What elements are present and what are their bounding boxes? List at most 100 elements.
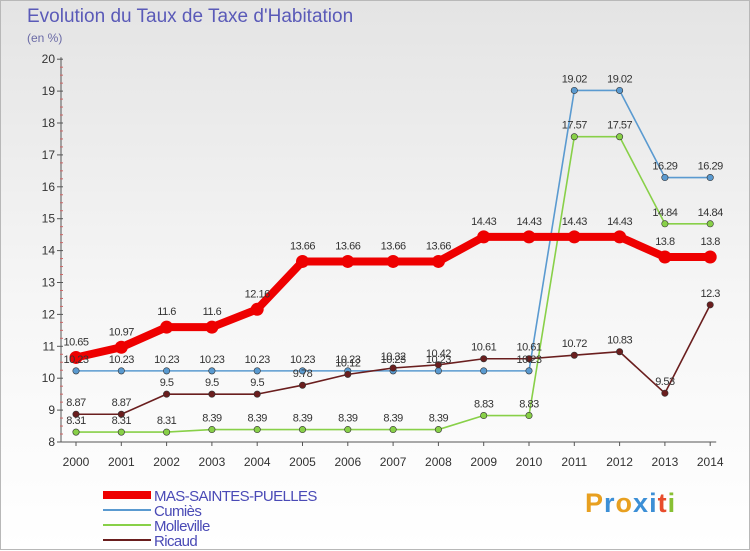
data-label-ricaud: 9.78: [293, 368, 313, 380]
data-point-cumies: [480, 367, 488, 375]
data-point-cumies: [117, 367, 125, 375]
data-point-cumies: [661, 174, 669, 182]
data-point-mas-saintes-puelles: [613, 230, 627, 244]
chart-subtitle: (en %): [27, 31, 63, 45]
data-point-ricaud: [389, 364, 397, 372]
logo-letter: P: [585, 488, 605, 518]
data-point-cumies: [570, 86, 578, 94]
y-tick-label: 18: [42, 116, 56, 130]
data-point-mas-saintes-puelles: [386, 254, 400, 268]
data-point-mas-saintes-puelles: [250, 302, 264, 316]
data-point-mas-saintes-puelles: [69, 350, 83, 364]
data-point-cumies: [706, 174, 714, 182]
data-point-molleville: [480, 412, 488, 420]
data-point-mas-saintes-puelles: [431, 254, 445, 268]
y-tick-label: 13: [42, 276, 56, 290]
data-point-molleville: [208, 426, 216, 434]
data-label-cumies: 10.23: [199, 354, 224, 366]
data-point-mas-saintes-puelles: [114, 340, 128, 354]
logo-letter: x: [633, 488, 650, 518]
logo-letter: t: [657, 488, 668, 518]
logo-letter: i: [649, 488, 658, 518]
data-label-ricaud: 10.72: [562, 338, 587, 350]
data-label-mas-saintes-puelles: 14.43: [607, 216, 632, 228]
y-tick-label: 17: [42, 148, 56, 162]
data-point-molleville: [253, 426, 261, 434]
data-point-ricaud: [661, 389, 669, 397]
x-tick-label: 2007: [380, 455, 407, 469]
data-point-molleville: [570, 133, 578, 141]
data-label-ricaud: 9.5: [160, 377, 174, 389]
data-label-ricaud: 10.61: [516, 342, 541, 354]
data-label-molleville: 8.31: [112, 415, 132, 427]
x-tick-label: 2009: [470, 455, 497, 469]
data-point-molleville: [616, 133, 624, 141]
data-label-molleville: 8.83: [474, 399, 494, 411]
legend-label-mas-saintes-puelles: MAS-SAINTES-PUELLES: [154, 488, 317, 505]
x-tick-label: 2008: [425, 455, 452, 469]
data-point-ricaud: [434, 361, 442, 369]
x-tick-label: 2001: [108, 455, 135, 469]
data-label-molleville: 17.57: [562, 120, 587, 132]
data-label-cumies: 10.23: [109, 354, 134, 366]
legend-label-cumies: Cumiès: [154, 503, 201, 520]
x-tick-label: 2004: [244, 455, 271, 469]
data-point-ricaud: [298, 381, 306, 389]
data-label-molleville: 8.39: [293, 413, 313, 425]
data-label-mas-saintes-puelles: 14.43: [562, 216, 587, 228]
data-point-cumies: [298, 367, 306, 375]
data-point-molleville: [706, 220, 714, 228]
data-label-mas-saintes-puelles: 13.8: [655, 236, 675, 248]
data-point-mas-saintes-puelles: [658, 250, 672, 264]
data-label-mas-saintes-puelles: 12.16: [245, 288, 270, 300]
data-label-mas-saintes-puelles: 13.66: [381, 240, 406, 252]
y-tick-label: 16: [42, 180, 56, 194]
legend-label-ricaud: Ricaud: [154, 533, 197, 550]
logo-letter: r: [604, 488, 616, 518]
data-point-cumies: [253, 367, 261, 375]
data-point-cumies: [72, 367, 80, 375]
data-point-ricaud: [570, 351, 578, 359]
data-label-mas-saintes-puelles: 11.6: [203, 306, 222, 318]
logo-letter: o: [615, 488, 634, 518]
data-point-ricaud: [72, 410, 80, 418]
data-point-cumies: [616, 86, 624, 94]
data-point-ricaud: [253, 390, 261, 398]
y-tick-label: 19: [42, 84, 56, 98]
data-label-ricaud: 12.3: [700, 288, 720, 300]
x-tick-label: 2002: [153, 455, 180, 469]
y-tick-label: 14: [42, 244, 56, 258]
data-point-ricaud: [480, 355, 488, 363]
data-label-ricaud: 10.61: [471, 342, 496, 354]
logo-letter: i: [667, 488, 677, 518]
data-label-cumies: 10.23: [516, 354, 541, 366]
x-tick-label: 2003: [199, 455, 226, 469]
data-label-ricaud: 9.5: [250, 377, 264, 389]
data-point-mas-saintes-puelles: [703, 250, 717, 264]
data-label-ricaud: 9.5: [205, 377, 219, 389]
data-point-mas-saintes-puelles: [296, 254, 309, 268]
data-label-mas-saintes-puelles: 11.6: [157, 306, 176, 318]
data-point-mas-saintes-puelles: [160, 320, 174, 334]
data-point-cumies: [163, 367, 171, 375]
y-tick-label: 10: [42, 371, 56, 385]
proxiti-logo: Proxiti: [585, 488, 676, 519]
y-tick-label: 20: [42, 52, 56, 66]
x-tick-label: 2010: [516, 455, 543, 469]
data-label-mas-saintes-puelles: 10.65: [63, 336, 88, 348]
data-point-ricaud: [163, 390, 171, 398]
data-label-molleville: 8.39: [247, 413, 267, 425]
data-label-cumies: 10.23: [290, 354, 315, 366]
data-label-cumies: 16.29: [652, 161, 677, 173]
x-tick-label: 2011: [561, 455, 587, 469]
data-point-ricaud: [344, 370, 352, 378]
data-point-molleville: [298, 426, 306, 434]
data-label-cumies: 19.02: [562, 73, 587, 85]
x-tick-label: 2006: [334, 455, 361, 469]
data-label-molleville: 8.83: [519, 399, 539, 411]
x-tick-label: 2000: [63, 455, 90, 469]
data-label-cumies: 10.23: [426, 354, 451, 366]
data-label-ricaud: 9.53: [655, 376, 675, 388]
data-label-mas-saintes-puelles: 13.66: [426, 240, 451, 252]
